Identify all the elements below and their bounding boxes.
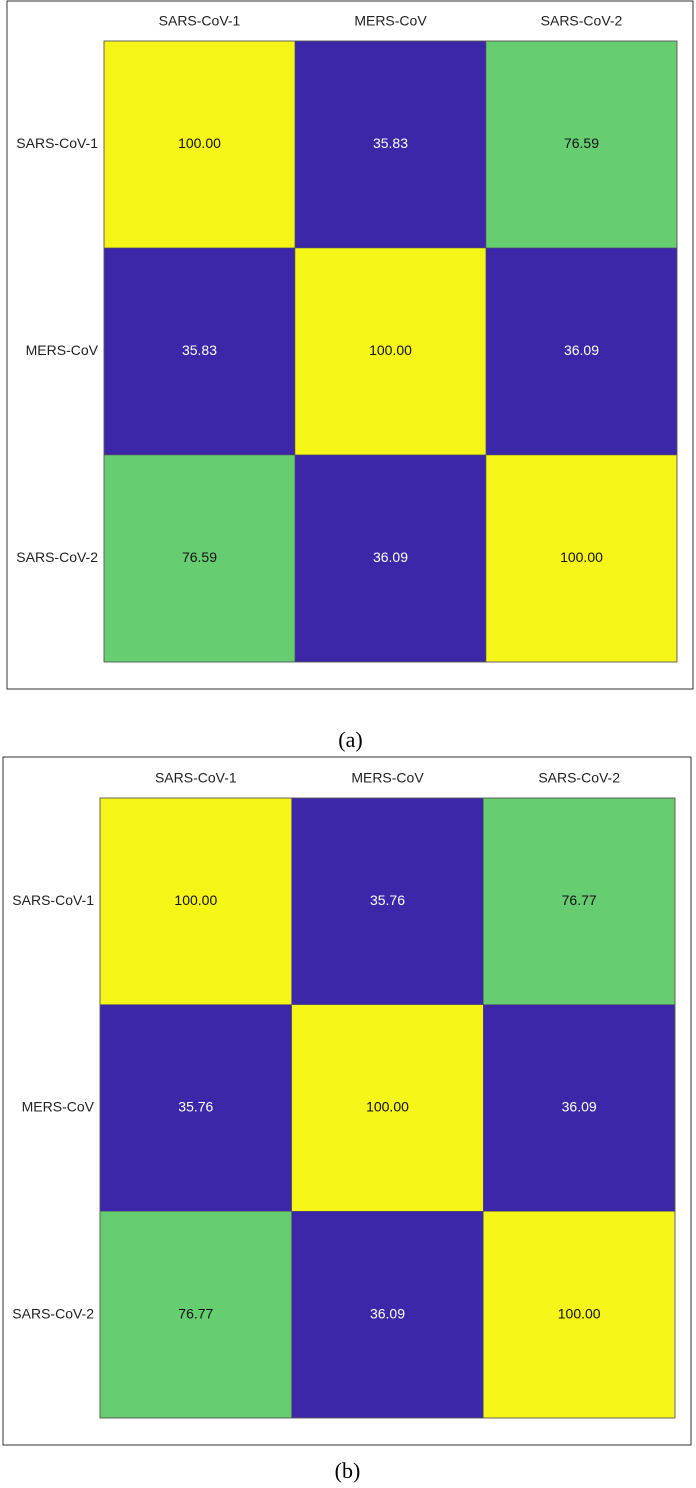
y-tick-label: MERS-CoV (26, 342, 99, 358)
cell-value-label: 36.09 (562, 1099, 597, 1115)
y-tick-label: SARS-CoV-2 (12, 1305, 94, 1321)
cell-value-label: 76.59 (564, 135, 599, 151)
heatmap-cell (485, 454, 678, 663)
cell-value-label: 76.77 (178, 1305, 213, 1321)
plot-border (103, 40, 678, 663)
heatmap-cell (103, 454, 296, 663)
heatmap-cell (103, 40, 296, 249)
cell-value-label: 36.09 (373, 549, 408, 565)
cell-value-label: 100.00 (174, 892, 217, 908)
cell-value-label: 100.00 (178, 135, 221, 151)
x-tick-label: SARS-CoV-2 (538, 770, 620, 786)
heatmap-cell (99, 1211, 292, 1419)
heatmap-cell (294, 247, 487, 456)
x-tick-label: MERS-CoV (354, 13, 427, 29)
heatmap-cell (291, 797, 484, 1005)
cell-value-label: 100.00 (558, 1305, 601, 1321)
caption: (a) (338, 727, 362, 752)
caption: (b) (335, 1458, 361, 1483)
heatmap-cell (99, 1004, 292, 1212)
cell-value-label: 35.76 (178, 1099, 213, 1115)
cell-value-label: 76.77 (562, 892, 597, 908)
cell-value-label: 76.59 (182, 549, 217, 565)
heatmap-cell (483, 1004, 676, 1212)
cell-value-label: 100.00 (366, 1099, 409, 1115)
cell-value-label: 100.00 (369, 342, 412, 358)
cell-value-label: 35.83 (182, 342, 217, 358)
heatmap-cell (485, 40, 678, 249)
heatmap-cell (291, 1004, 484, 1212)
cell-value-label: 35.76 (370, 892, 405, 908)
heatmap-cell (99, 797, 292, 1005)
x-tick-label: SARS-CoV-1 (155, 770, 237, 786)
heatmap-cell (483, 1211, 676, 1419)
x-tick-label: SARS-CoV-1 (159, 13, 241, 29)
heatmap-cell (483, 797, 676, 1005)
y-tick-label: MERS-CoV (22, 1099, 95, 1115)
x-tick-label: MERS-CoV (351, 770, 424, 786)
y-tick-label: SARS-CoV-1 (16, 135, 98, 151)
heatmap-cell (103, 247, 296, 456)
cell-value-label: 35.83 (373, 135, 408, 151)
cell-value-label: 36.09 (370, 1305, 405, 1321)
y-tick-label: SARS-CoV-2 (16, 549, 98, 565)
x-tick-label: SARS-CoV-2 (541, 13, 623, 29)
plot-border (99, 797, 676, 1419)
heatmap-cell (485, 247, 678, 456)
cell-value-label: 100.00 (560, 549, 603, 565)
cell-value-label: 36.09 (564, 342, 599, 358)
y-tick-label: SARS-CoV-1 (12, 892, 94, 908)
